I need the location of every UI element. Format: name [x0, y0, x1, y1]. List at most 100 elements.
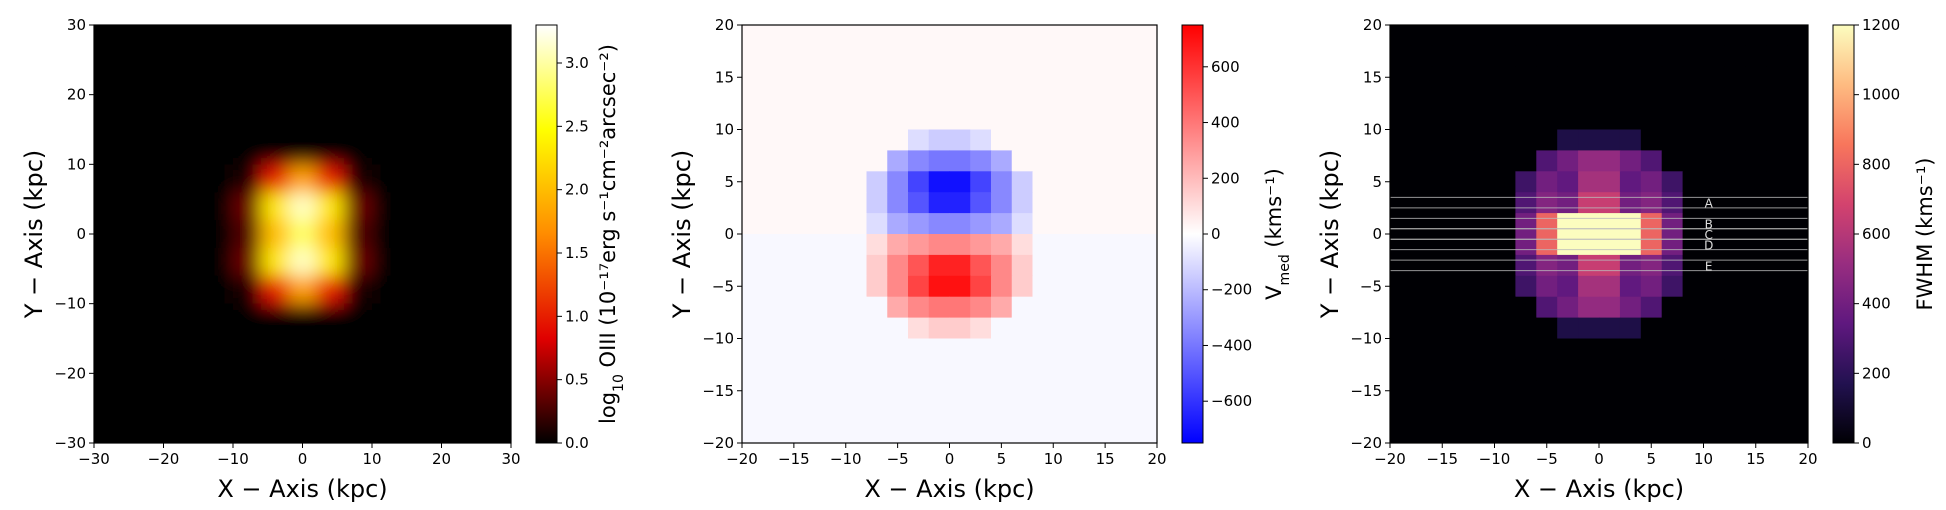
heatmap-cell	[1661, 254, 1684, 277]
heatmap-cell	[762, 359, 784, 381]
heatmap-cell	[1578, 234, 1600, 256]
heatmap-cell	[1410, 192, 1433, 214]
heatmap-cell	[1745, 45, 1767, 68]
heatmap-cell	[455, 108, 484, 137]
heatmap-cell	[1619, 234, 1642, 256]
heatmap-cell	[455, 52, 484, 82]
x-tick-label: 15	[1096, 450, 1115, 468]
heatmap-cell	[1032, 25, 1054, 47]
heatmap-cell	[455, 192, 484, 221]
colorbar-tick-label: 0.0	[565, 434, 589, 452]
heatmap-cell	[887, 66, 909, 89]
heatmap-cell	[887, 171, 909, 193]
heatmap-cell	[205, 415, 234, 443]
heatmap-cell	[455, 136, 484, 165]
heatmap-cell	[1557, 254, 1579, 277]
heatmap-cell	[1599, 254, 1621, 277]
heatmap-cell	[742, 422, 764, 443]
heatmap-cell	[316, 52, 345, 82]
x-tick-label: −10	[217, 450, 249, 468]
heatmap-cell	[1053, 213, 1075, 235]
heatmap-cell	[1682, 422, 1704, 443]
heatmap-cell	[1787, 108, 1808, 130]
heatmap-cell	[1390, 192, 1412, 214]
heatmap-cell	[1452, 150, 1475, 172]
heatmap-cell	[1599, 87, 1621, 110]
heatmap-cell	[1390, 254, 1412, 277]
heatmap-cell	[1724, 150, 1746, 172]
heatmap-cell	[1682, 380, 1704, 402]
heatmap-cell	[1115, 296, 1137, 319]
colorbar-tick-label: 1000	[1862, 86, 1900, 104]
slit-label: E	[1705, 259, 1713, 273]
heatmap-cell	[1661, 275, 1684, 298]
heatmap-cell	[866, 108, 888, 130]
heatmap-cell	[845, 66, 867, 89]
heatmap-cell	[121, 220, 151, 249]
heatmap-cell	[288, 275, 317, 305]
heatmap-cell	[742, 25, 764, 47]
heatmap-cell	[1766, 275, 1788, 298]
heatmap-cell	[94, 192, 123, 221]
heatmap-cell	[121, 108, 151, 137]
heatmap-cell	[1599, 171, 1621, 193]
heatmap-cell	[1787, 359, 1808, 381]
heatmap-cell	[483, 275, 511, 305]
heatmap-cell	[1011, 171, 1033, 193]
x-tick-label: 30	[501, 450, 520, 468]
heatmap-cell	[742, 192, 764, 214]
colorbar-tick-label: 200	[1211, 169, 1240, 187]
heatmap-cell	[1599, 25, 1621, 47]
heatmap-cell	[1682, 275, 1704, 298]
heatmap-cell	[399, 387, 429, 416]
heatmap-cell	[804, 422, 826, 443]
heatmap-cell	[762, 422, 784, 443]
x-tick-label: 20	[1798, 450, 1817, 468]
heatmap-cell	[1115, 317, 1137, 339]
y-tick-label: −15	[1350, 382, 1382, 400]
heatmap-cell	[1452, 234, 1475, 256]
heatmap-cell	[742, 254, 764, 277]
heatmap-cell	[1640, 422, 1663, 443]
colorbar-tick-label: 2.5	[565, 117, 589, 135]
heatmap-cell	[1724, 108, 1746, 130]
heatmap-cell	[260, 275, 290, 305]
heatmap-cell	[149, 136, 178, 165]
heatmap-cell	[1390, 45, 1412, 68]
heatmap-cell	[783, 338, 805, 360]
heatmap-cell	[94, 331, 123, 360]
heatmap-cell	[845, 87, 867, 110]
heatmap-cell	[121, 415, 151, 443]
y-tick-label: 15	[1363, 68, 1382, 86]
heatmap-cell	[1661, 25, 1684, 47]
heatmap-cell	[866, 45, 888, 68]
heatmap-cell	[887, 213, 909, 235]
heatmap-cell	[1410, 234, 1433, 256]
heatmap-cell	[1473, 66, 1495, 89]
heatmap-cell	[1011, 359, 1033, 381]
heatmap-cell	[970, 422, 992, 443]
heatmap-cell	[1136, 401, 1157, 423]
heatmap-cell	[1452, 380, 1475, 402]
heatmap-cell	[762, 192, 784, 214]
heatmap-cell	[949, 150, 971, 172]
heatmap-cell	[1032, 275, 1054, 298]
heatmap-cell	[1703, 422, 1725, 443]
heatmap-cell	[949, 422, 971, 443]
heatmap-cell	[804, 296, 826, 319]
heatmap-cell	[1787, 192, 1808, 214]
heatmap-cell	[233, 136, 262, 165]
heatmap-cell	[1536, 192, 1558, 214]
heatmap-cell	[1515, 171, 1537, 193]
heatmap-cell	[1032, 150, 1054, 172]
heatmap-cell	[970, 317, 992, 339]
heatmap-cell	[1745, 108, 1767, 130]
heatmap-cell	[260, 359, 290, 388]
heatmap-cell	[1115, 234, 1137, 256]
heatmap-cell	[1136, 234, 1157, 256]
heatmap-cell	[316, 80, 345, 110]
heatmap-cell	[344, 80, 373, 110]
heatmap-cell	[1787, 380, 1808, 402]
heatmap-cell	[316, 247, 345, 277]
